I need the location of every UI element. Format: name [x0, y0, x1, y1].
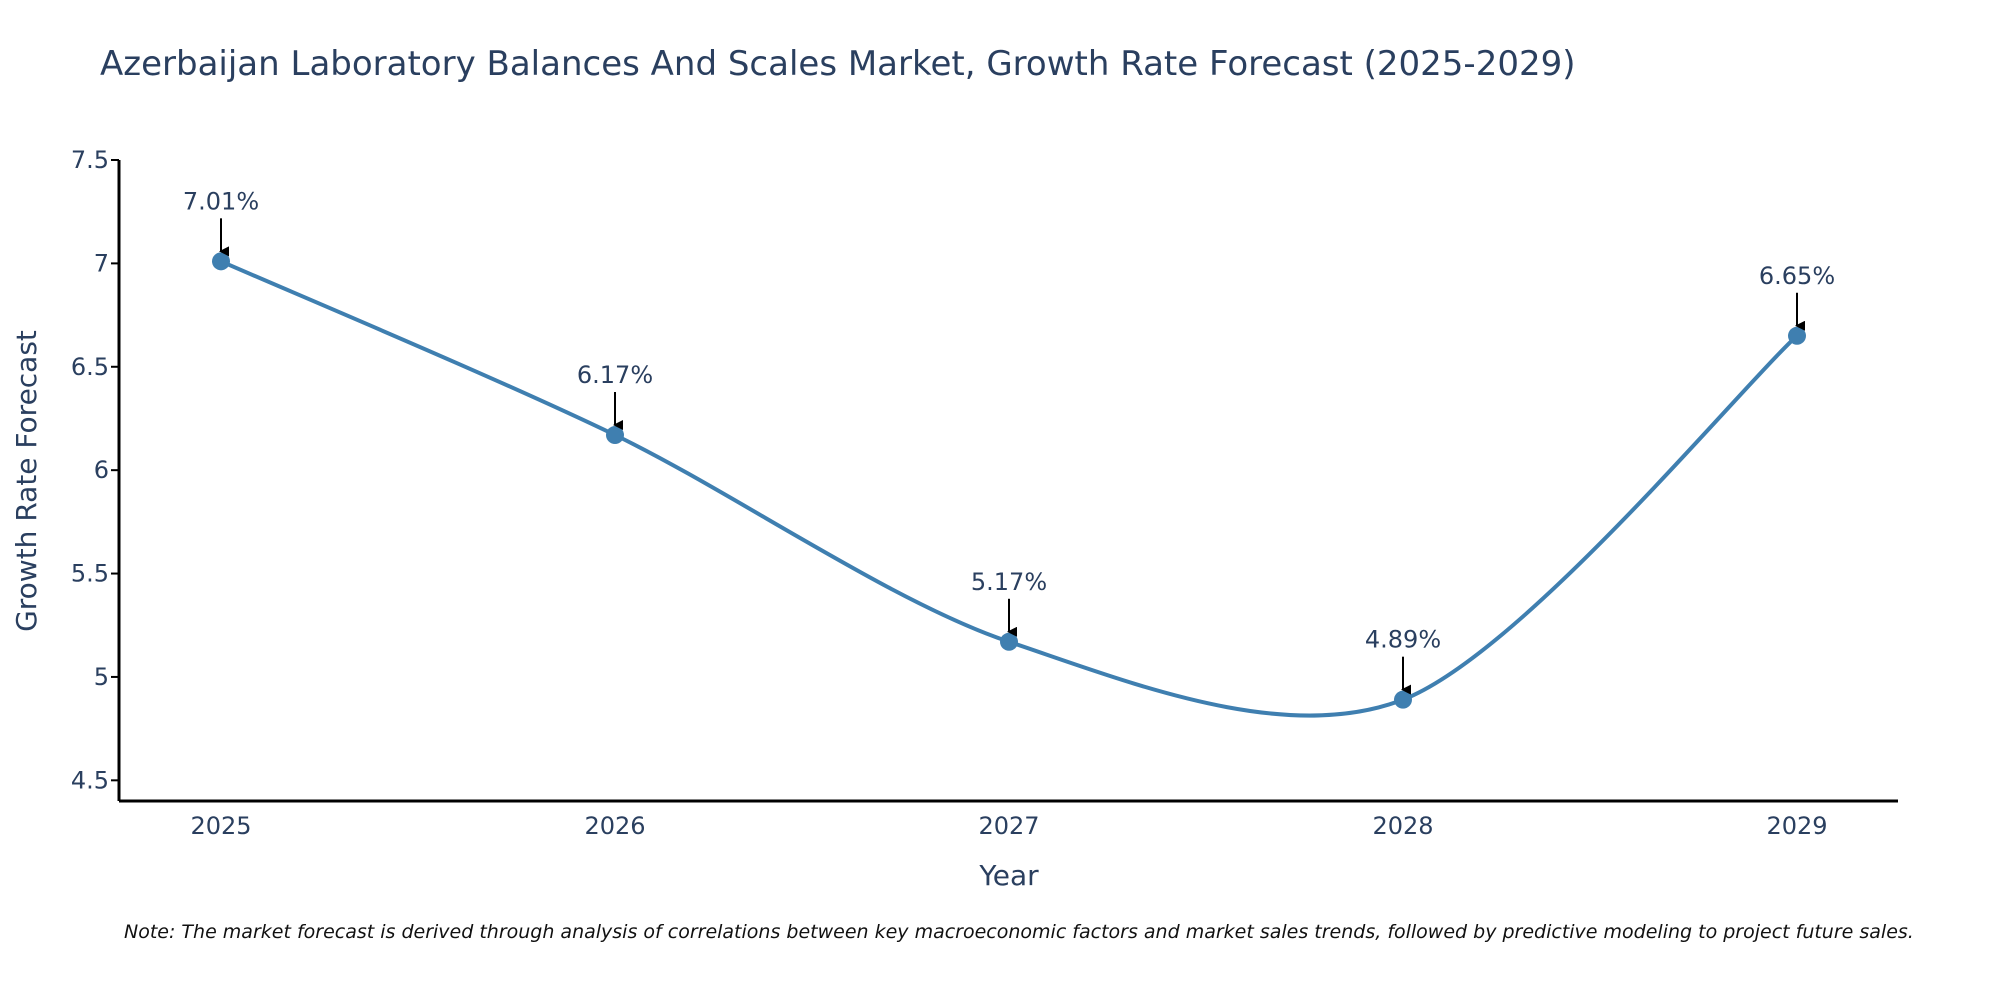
chart-title: Azerbaijan Laboratory Balances And Scale…	[100, 44, 1576, 84]
data-label: 7.01%	[183, 187, 259, 215]
series-markers	[212, 252, 1806, 709]
data-label: 6.65%	[1759, 262, 1835, 290]
y-tick-label: 6.5	[71, 353, 109, 381]
data-point	[1394, 690, 1412, 709]
x-tick-label: 2025	[190, 812, 251, 840]
y-tick-label: 5	[94, 663, 109, 691]
x-tick-label: 2027	[978, 812, 1039, 840]
y-tick-label: 7.5	[71, 146, 109, 174]
footnote: Note: The market forecast is derived thr…	[124, 921, 1914, 943]
data-point	[1000, 632, 1018, 651]
x-ticks: 2025 2026 2027 2028 2029	[190, 812, 1827, 840]
data-label: 6.17%	[577, 361, 653, 389]
data-label-annotations: 7.01% 6.17% 5.17% 4.89% 6.65%	[183, 187, 1835, 695]
x-tick-label: 2028	[1372, 812, 1433, 840]
y-tick-label: 5.5	[71, 560, 109, 588]
data-point	[212, 252, 230, 271]
y-tick-label: 4.5	[71, 766, 109, 794]
x-axis-title: Year	[978, 859, 1039, 892]
y-axis-title: Growth Rate Forecast	[10, 330, 43, 632]
y-ticks: 4.5 5 5.5 6 6.5 7 7.5	[71, 146, 119, 794]
data-label: 4.89%	[1365, 626, 1441, 654]
y-tick-label: 6	[94, 456, 109, 484]
x-tick-label: 2026	[584, 812, 645, 840]
axes	[117, 160, 1898, 803]
y-tick-label: 7	[94, 249, 109, 277]
data-point	[606, 426, 624, 445]
x-tick-label: 2029	[1766, 812, 1827, 840]
data-label: 5.17%	[971, 568, 1047, 596]
data-point	[1788, 326, 1806, 345]
